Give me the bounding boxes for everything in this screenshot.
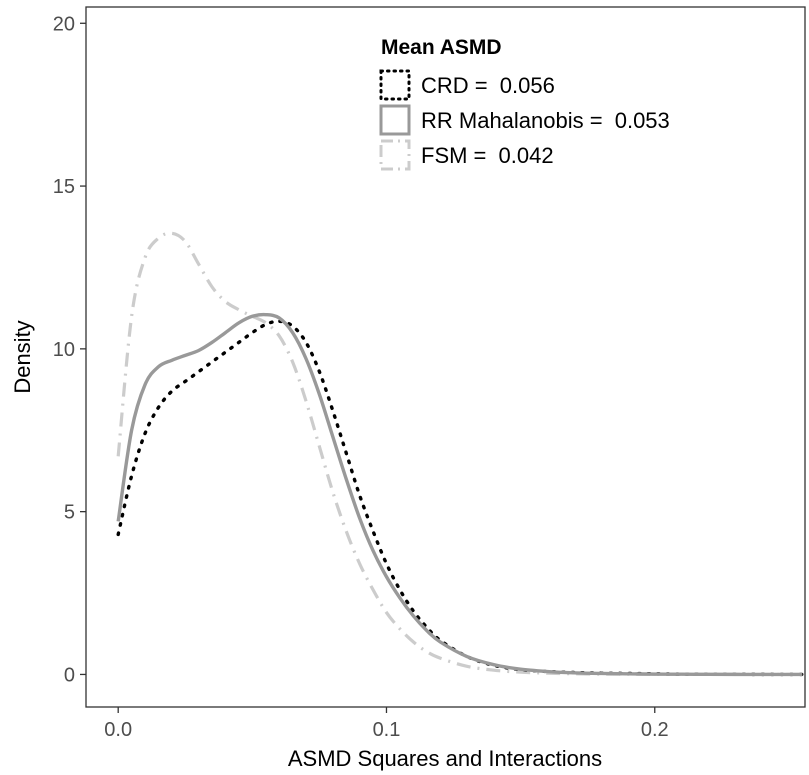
legend-entry-name: FSM = [421, 143, 493, 168]
legend-label-fsm: FSM = 0.042 [421, 143, 554, 168]
series-line-crd [116, 319, 805, 677]
legend-entry-value: 0.042 [499, 143, 554, 168]
legend-key-rr-mahalanobis [379, 104, 411, 136]
legend-entry-name: RR Mahalanobis = [421, 108, 609, 133]
y-tick-label: 5 [64, 502, 75, 524]
x-tick-label: 0.1 [373, 719, 401, 741]
y-axis-title: Density [10, 320, 35, 393]
x-axis-title: ASMD Squares and Interactions [288, 746, 602, 771]
y-tick-label: 20 [53, 13, 75, 35]
y-tick-label: 15 [53, 176, 75, 198]
legend-key-fsm [379, 139, 411, 171]
x-axis: 0.0 0.1 0.2 [104, 707, 669, 741]
y-axis: 0 5 10 15 20 [53, 13, 86, 686]
y-tick-label: 0 [64, 664, 75, 686]
legend: Mean ASMD CRD = 0.056 RR Mahalanobis = 0… [379, 36, 670, 171]
legend-entry-name: CRD = [421, 73, 494, 98]
legend-entry-value: 0.053 [615, 108, 670, 133]
series-line-fsm [116, 231, 803, 677]
x-tick-label: 0.0 [104, 719, 132, 741]
plot-panel [85, 6, 806, 708]
legend-label-crd: CRD = 0.056 [421, 73, 555, 98]
legend-label-rr-mahalanobis: RR Mahalanobis = 0.053 [421, 108, 670, 133]
series-layer [116, 231, 805, 677]
legend-entry-value: 0.056 [500, 73, 555, 98]
legend-key-crd [379, 69, 411, 101]
series-line-rr-mahalanobis [116, 312, 803, 677]
y-tick-label: 10 [53, 339, 75, 361]
x-tick-label: 0.2 [641, 719, 669, 741]
legend-title: Mean ASMD [381, 36, 502, 59]
